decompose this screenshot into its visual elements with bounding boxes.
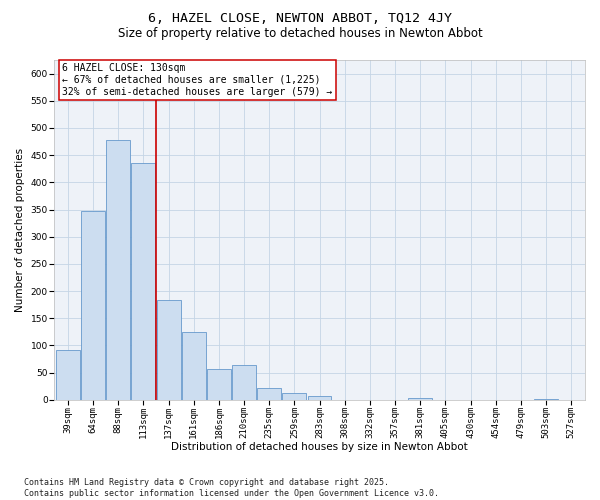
Bar xyxy=(257,388,281,400)
Bar xyxy=(131,164,155,400)
Bar xyxy=(56,350,80,400)
Bar xyxy=(81,211,105,400)
Bar xyxy=(207,369,231,400)
Y-axis label: Number of detached properties: Number of detached properties xyxy=(15,148,25,312)
Text: 6, HAZEL CLOSE, NEWTON ABBOT, TQ12 4JY: 6, HAZEL CLOSE, NEWTON ABBOT, TQ12 4JY xyxy=(148,12,452,26)
Text: Size of property relative to detached houses in Newton Abbot: Size of property relative to detached ho… xyxy=(118,28,482,40)
Bar xyxy=(308,396,331,400)
Text: Contains HM Land Registry data © Crown copyright and database right 2025.
Contai: Contains HM Land Registry data © Crown c… xyxy=(24,478,439,498)
Bar xyxy=(157,300,181,400)
Bar xyxy=(283,394,307,400)
Bar xyxy=(534,398,558,400)
Bar xyxy=(232,365,256,400)
Bar xyxy=(106,140,130,400)
Bar xyxy=(408,398,432,400)
Text: 6 HAZEL CLOSE: 130sqm
← 67% of detached houses are smaller (1,225)
32% of semi-d: 6 HAZEL CLOSE: 130sqm ← 67% of detached … xyxy=(62,64,332,96)
Bar xyxy=(182,332,206,400)
X-axis label: Distribution of detached houses by size in Newton Abbot: Distribution of detached houses by size … xyxy=(171,442,468,452)
